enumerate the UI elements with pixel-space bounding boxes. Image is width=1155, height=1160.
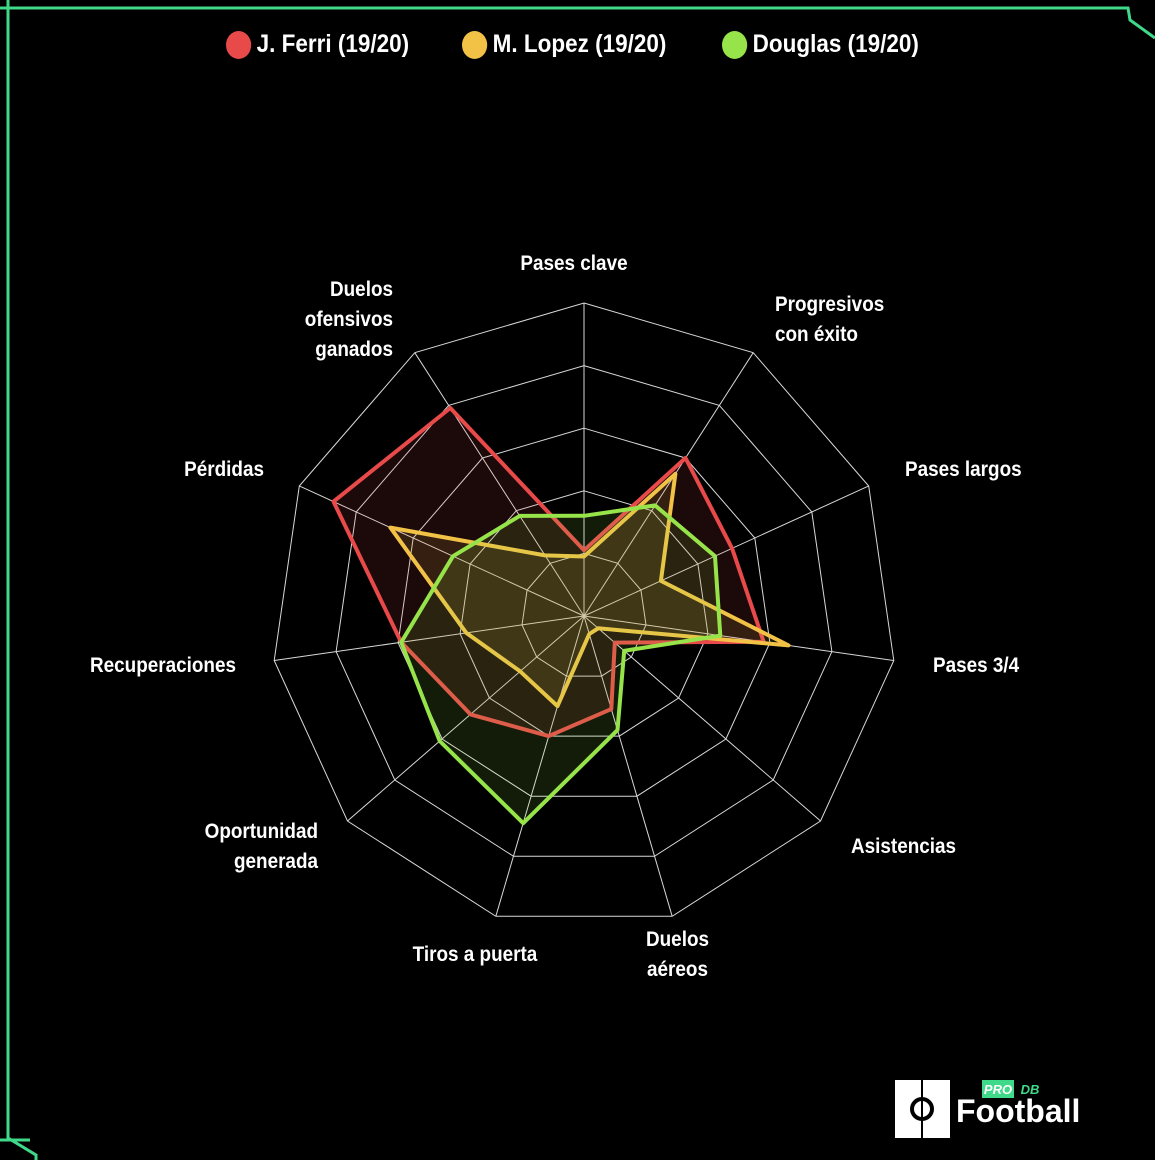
legend-label: M. Lopez (19/20) [492, 30, 667, 58]
axis-label: Pases clave [520, 252, 628, 275]
logo-pro: PRO [984, 1082, 1012, 1097]
series-area [388, 471, 791, 709]
legend-label: J. Ferri (19/20) [256, 30, 410, 58]
axis-label: Duelos aéreos [645, 928, 709, 981]
legend-label: Douglas (19/20) [752, 30, 919, 58]
legend-item: J. Ferri (19/20) [226, 30, 409, 59]
legend-swatch [462, 30, 488, 59]
grid-spoke [347, 615, 585, 822]
grid-spoke [583, 485, 869, 617]
series-area [399, 503, 723, 826]
grid-spoke [583, 615, 673, 917]
axis-label: Pases 3/4 [933, 654, 1020, 677]
axis-label: Recuperaciones [89, 654, 236, 677]
grid-ring [521, 552, 647, 677]
axis-label: Progresivos con éxito [775, 293, 885, 346]
legend-swatch [226, 30, 252, 59]
grid-ring [459, 490, 709, 737]
grid-ring [335, 365, 833, 857]
grid-ring [273, 302, 895, 917]
legend-item: Douglas (19/20) [722, 30, 919, 59]
grid-spoke [299, 485, 585, 617]
grid-spoke [274, 615, 585, 662]
legend-item: M. Lopez (19/20) [462, 30, 666, 59]
axis-label: Pérdidas [184, 458, 264, 481]
grid-spoke [414, 352, 585, 617]
logo-db: DB [1021, 1082, 1040, 1097]
grid-spoke [583, 352, 754, 617]
grid-spoke [583, 615, 894, 662]
legend-swatch [722, 30, 748, 59]
axis-label: Pases largos [905, 458, 1022, 481]
logo-pro-bg [982, 1080, 1014, 1098]
axis-label: Oportunidad generada [204, 820, 318, 873]
grid-ring [397, 427, 771, 797]
axis-label: Duelos ofensivos ganados [304, 278, 393, 361]
axis-label: Asistencias [851, 835, 957, 858]
grid-spoke [495, 615, 585, 917]
logo-icon-circle [910, 1097, 934, 1121]
axis-label: Tiros a puerta [412, 943, 538, 966]
logo-name: Football [956, 1093, 1080, 1129]
